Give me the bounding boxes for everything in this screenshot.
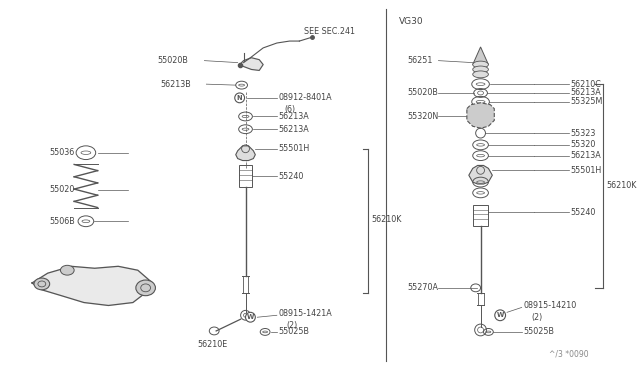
Text: 08915-1421A: 08915-1421A: [279, 309, 333, 318]
Text: 56213A: 56213A: [571, 89, 602, 97]
Text: 55320: 55320: [571, 140, 596, 150]
Polygon shape: [32, 266, 152, 305]
Text: 55325M: 55325M: [571, 97, 603, 106]
Text: 56213A: 56213A: [279, 125, 310, 134]
Text: 5506B: 5506B: [50, 217, 76, 226]
Text: 55501H: 55501H: [571, 166, 602, 175]
Text: W: W: [497, 312, 504, 318]
Polygon shape: [467, 103, 494, 128]
Circle shape: [246, 312, 255, 322]
Text: 56210C: 56210C: [571, 80, 602, 89]
Text: 56213B: 56213B: [161, 80, 191, 89]
Ellipse shape: [473, 61, 488, 68]
Text: 55036: 55036: [50, 148, 75, 157]
Ellipse shape: [34, 278, 50, 290]
Text: W: W: [247, 314, 254, 320]
Text: (6): (6): [285, 105, 296, 114]
Text: 55020B: 55020B: [407, 89, 438, 97]
Ellipse shape: [60, 265, 74, 275]
Text: 56210E: 56210E: [197, 340, 227, 349]
Text: 08915-14210: 08915-14210: [524, 301, 577, 310]
Text: 56213A: 56213A: [279, 112, 310, 121]
Text: 56251: 56251: [407, 56, 433, 65]
Circle shape: [495, 310, 506, 321]
Text: ^/3 *0090: ^/3 *0090: [548, 350, 588, 359]
Text: 55025B: 55025B: [279, 327, 310, 336]
Text: 55270A: 55270A: [407, 283, 438, 292]
Text: 55025B: 55025B: [524, 327, 555, 336]
Text: VG30: VG30: [399, 17, 424, 26]
Polygon shape: [236, 146, 255, 161]
Text: 55323: 55323: [571, 129, 596, 138]
Text: SEE SEC.241: SEE SEC.241: [304, 27, 355, 36]
Text: 55240: 55240: [279, 172, 304, 181]
Polygon shape: [473, 47, 488, 65]
Text: 55020: 55020: [50, 185, 75, 195]
Polygon shape: [239, 58, 263, 70]
Text: 08912-8401A: 08912-8401A: [279, 93, 332, 102]
Text: 55240: 55240: [571, 208, 596, 217]
Ellipse shape: [473, 66, 488, 73]
Ellipse shape: [136, 280, 156, 296]
Text: 55501H: 55501H: [279, 144, 310, 153]
Polygon shape: [469, 166, 492, 184]
Text: (2): (2): [287, 321, 298, 330]
Text: N: N: [237, 95, 243, 101]
Text: (2): (2): [531, 313, 543, 322]
Ellipse shape: [473, 71, 488, 78]
Bar: [239, 166, 252, 187]
Circle shape: [235, 93, 244, 103]
Text: 56213A: 56213A: [571, 151, 602, 160]
Text: 56210K: 56210K: [371, 215, 401, 224]
Text: 55320N: 55320N: [407, 112, 438, 121]
Text: 55020B: 55020B: [157, 56, 188, 65]
Text: 56210K: 56210K: [606, 182, 636, 190]
Bar: [473, 205, 488, 226]
